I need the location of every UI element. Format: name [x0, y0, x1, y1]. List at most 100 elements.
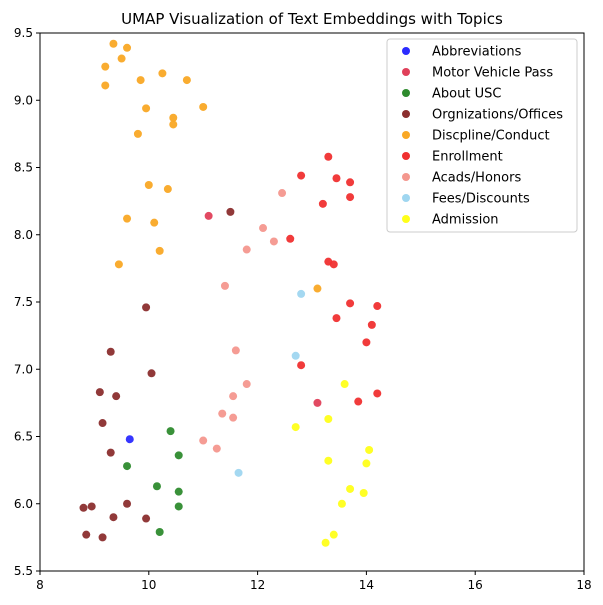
- point-discpline-conduct: [169, 120, 178, 129]
- point-orgnizations-offices: [82, 530, 91, 539]
- legend-label-motor-vehicle-pass: Motor Vehicle Pass: [432, 66, 553, 81]
- point-discpline-conduct: [142, 104, 151, 113]
- legend-marker-about-usc: [402, 89, 410, 97]
- point-fees-discounts: [234, 468, 243, 477]
- legend-label-discpline-conduct: Discpline/Conduct: [432, 129, 550, 144]
- point-enrollment: [346, 299, 355, 308]
- point-acads-honors: [229, 392, 238, 401]
- point-orgnizations-offices: [79, 503, 88, 512]
- point-acads-honors: [242, 245, 251, 254]
- point-about-usc: [174, 487, 183, 496]
- point-enrollment: [329, 260, 338, 269]
- legend-marker-discpline-conduct: [402, 131, 410, 139]
- point-orgnizations-offices: [109, 513, 118, 522]
- point-acads-honors: [212, 444, 221, 453]
- legend-marker-orgnizations-offices: [402, 110, 410, 118]
- point-admission: [365, 445, 374, 454]
- point-enrollment: [373, 302, 382, 311]
- point-about-usc: [155, 527, 164, 536]
- point-discpline-conduct: [133, 129, 142, 138]
- point-enrollment: [297, 361, 306, 370]
- point-admission: [321, 538, 330, 547]
- point-enrollment: [332, 314, 341, 323]
- point-about-usc: [174, 451, 183, 460]
- point-admission: [362, 459, 371, 468]
- point-discpline-conduct: [163, 185, 172, 194]
- legend-label-admission: Admission: [432, 213, 499, 228]
- x-tick-label: 14: [359, 578, 374, 592]
- point-orgnizations-offices: [106, 448, 115, 457]
- legend-marker-admission: [402, 215, 410, 223]
- y-tick-label: 8.0: [14, 228, 33, 242]
- point-acads-honors: [220, 281, 229, 290]
- y-tick-label: 9.0: [14, 93, 33, 107]
- point-about-usc: [152, 482, 161, 491]
- point-fees-discounts: [291, 351, 300, 360]
- point-admission: [324, 415, 333, 424]
- point-admission: [359, 488, 368, 497]
- point-discpline-conduct: [144, 180, 153, 189]
- x-tick-label: 10: [141, 578, 156, 592]
- point-enrollment: [346, 178, 355, 187]
- point-orgnizations-offices: [112, 392, 121, 401]
- point-orgnizations-offices: [95, 388, 104, 397]
- point-about-usc: [123, 462, 132, 471]
- point-enrollment: [297, 171, 306, 180]
- point-acads-honors: [231, 346, 240, 355]
- data-points: [79, 39, 382, 547]
- legend-label-abbreviations: Abbreviations: [432, 45, 522, 60]
- point-enrollment: [318, 199, 327, 208]
- x-axis: 8 10 12 14 16 18: [36, 571, 592, 592]
- point-admission: [324, 456, 333, 465]
- legend: Abbreviations Motor Vehicle Pass About USC…: [386, 38, 578, 233]
- point-admission: [329, 530, 338, 539]
- x-tick-label: 16: [468, 578, 483, 592]
- point-orgnizations-offices: [142, 514, 151, 523]
- point-orgnizations-offices: [87, 502, 96, 511]
- point-enrollment: [332, 174, 341, 183]
- point-orgnizations-offices: [106, 347, 115, 356]
- point-enrollment: [373, 389, 382, 398]
- point-acads-honors: [229, 413, 238, 422]
- legend-label-enrollment: Enrollment: [432, 150, 503, 165]
- legend-marker-acads-honors: [402, 173, 410, 181]
- point-discpline-conduct: [114, 260, 123, 269]
- y-tick-label: 7.5: [14, 295, 33, 309]
- legend-marker-enrollment: [402, 152, 410, 160]
- point-acads-honors: [242, 380, 251, 389]
- point-orgnizations-offices: [142, 303, 151, 312]
- point-orgnizations-offices: [98, 533, 107, 542]
- point-discpline-conduct: [182, 76, 191, 85]
- point-discpline-conduct: [123, 214, 132, 223]
- x-tick-label: 12: [250, 578, 265, 592]
- point-discpline-conduct: [155, 246, 164, 255]
- point-abbreviations: [125, 435, 134, 444]
- point-orgnizations-offices: [98, 419, 107, 428]
- point-discpline-conduct: [101, 62, 110, 71]
- point-admission: [291, 423, 300, 432]
- point-enrollment: [324, 152, 333, 161]
- y-tick-label: 9.5: [14, 26, 33, 40]
- point-motor-vehicle-pass: [313, 398, 322, 407]
- point-enrollment: [354, 397, 363, 406]
- y-tick-label: 6.0: [14, 497, 33, 511]
- point-acads-honors: [278, 189, 287, 198]
- legend-box: [386, 38, 578, 233]
- x-tick-label: 8: [36, 578, 44, 592]
- point-discpline-conduct: [101, 81, 110, 90]
- point-admission: [337, 499, 346, 508]
- y-tick-label: 5.5: [14, 564, 33, 578]
- point-about-usc: [166, 427, 175, 436]
- point-acads-honors: [199, 436, 208, 445]
- point-acads-honors: [259, 224, 268, 233]
- point-discpline-conduct: [123, 43, 132, 52]
- x-tick-label: 18: [576, 578, 591, 592]
- point-discpline-conduct: [117, 54, 126, 63]
- point-about-usc: [174, 502, 183, 511]
- point-orgnizations-offices: [147, 369, 156, 378]
- point-acads-honors: [269, 237, 278, 246]
- legend-label-fees-discounts: Fees/Discounts: [432, 192, 530, 207]
- point-orgnizations-offices: [226, 207, 235, 216]
- point-discpline-conduct: [158, 69, 167, 78]
